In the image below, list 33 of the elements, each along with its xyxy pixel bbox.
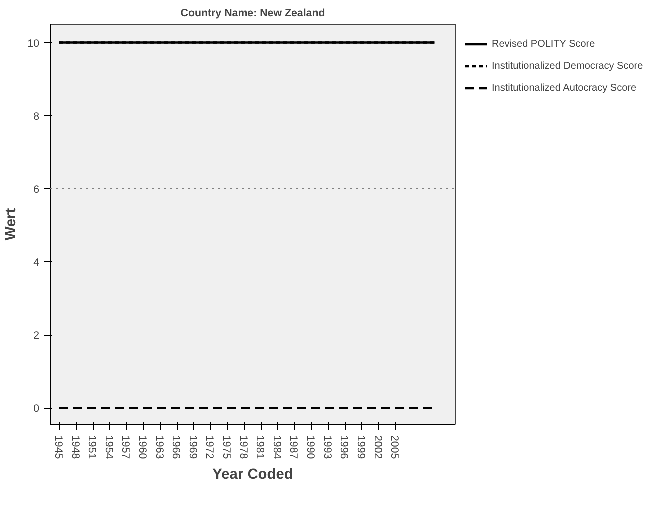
x-tick-label: 1990	[304, 436, 317, 460]
legend-label: Institutionalized Democracy Score	[492, 60, 644, 72]
y-axis-title: Wert	[4, 208, 20, 241]
x-tick-label: 1972	[204, 436, 216, 460]
y-tick-label: 4	[34, 256, 40, 269]
x-tick-label: 1981	[254, 436, 266, 460]
legend-label: Revised POLITY Score	[492, 38, 596, 50]
x-tick-label: 1948	[69, 436, 82, 460]
x-tick-label: 1963	[153, 436, 166, 460]
x-tick-label: 1993	[321, 436, 334, 460]
chart-title: Country Name: New Zealand	[180, 8, 326, 20]
x-tick-label: 1957	[120, 436, 132, 460]
x-tick-label: 2005	[388, 436, 401, 460]
x-tick-label: 1960	[136, 436, 148, 460]
x-tick-label: 1951	[86, 436, 98, 460]
x-tick-label: 1978	[237, 436, 250, 460]
x-tick-label: 1969	[186, 436, 199, 460]
x-tick-label: 1984	[270, 436, 283, 460]
x-tick-label: 1954	[102, 436, 115, 460]
y-tick-label: 8	[34, 110, 40, 123]
x-axis-title: Year Coded	[212, 467, 294, 484]
y-tick-label: 6	[34, 184, 40, 196]
legend-label: Institutionalized Autocracy Score	[492, 82, 637, 94]
x-tick-label: 1975	[220, 436, 233, 460]
x-tick-label: 1966	[170, 436, 182, 460]
y-tick-label: 10	[28, 38, 40, 50]
x-tick-label: 1945	[52, 436, 64, 460]
x-tick-label: 1987	[288, 436, 300, 460]
y-tick-label: 2	[34, 330, 40, 342]
x-tick-label: 1999	[354, 436, 367, 460]
y-tick-label: 0	[34, 403, 40, 416]
x-tick-label: 1996	[338, 436, 350, 460]
x-tick-label: 2002	[372, 436, 384, 460]
